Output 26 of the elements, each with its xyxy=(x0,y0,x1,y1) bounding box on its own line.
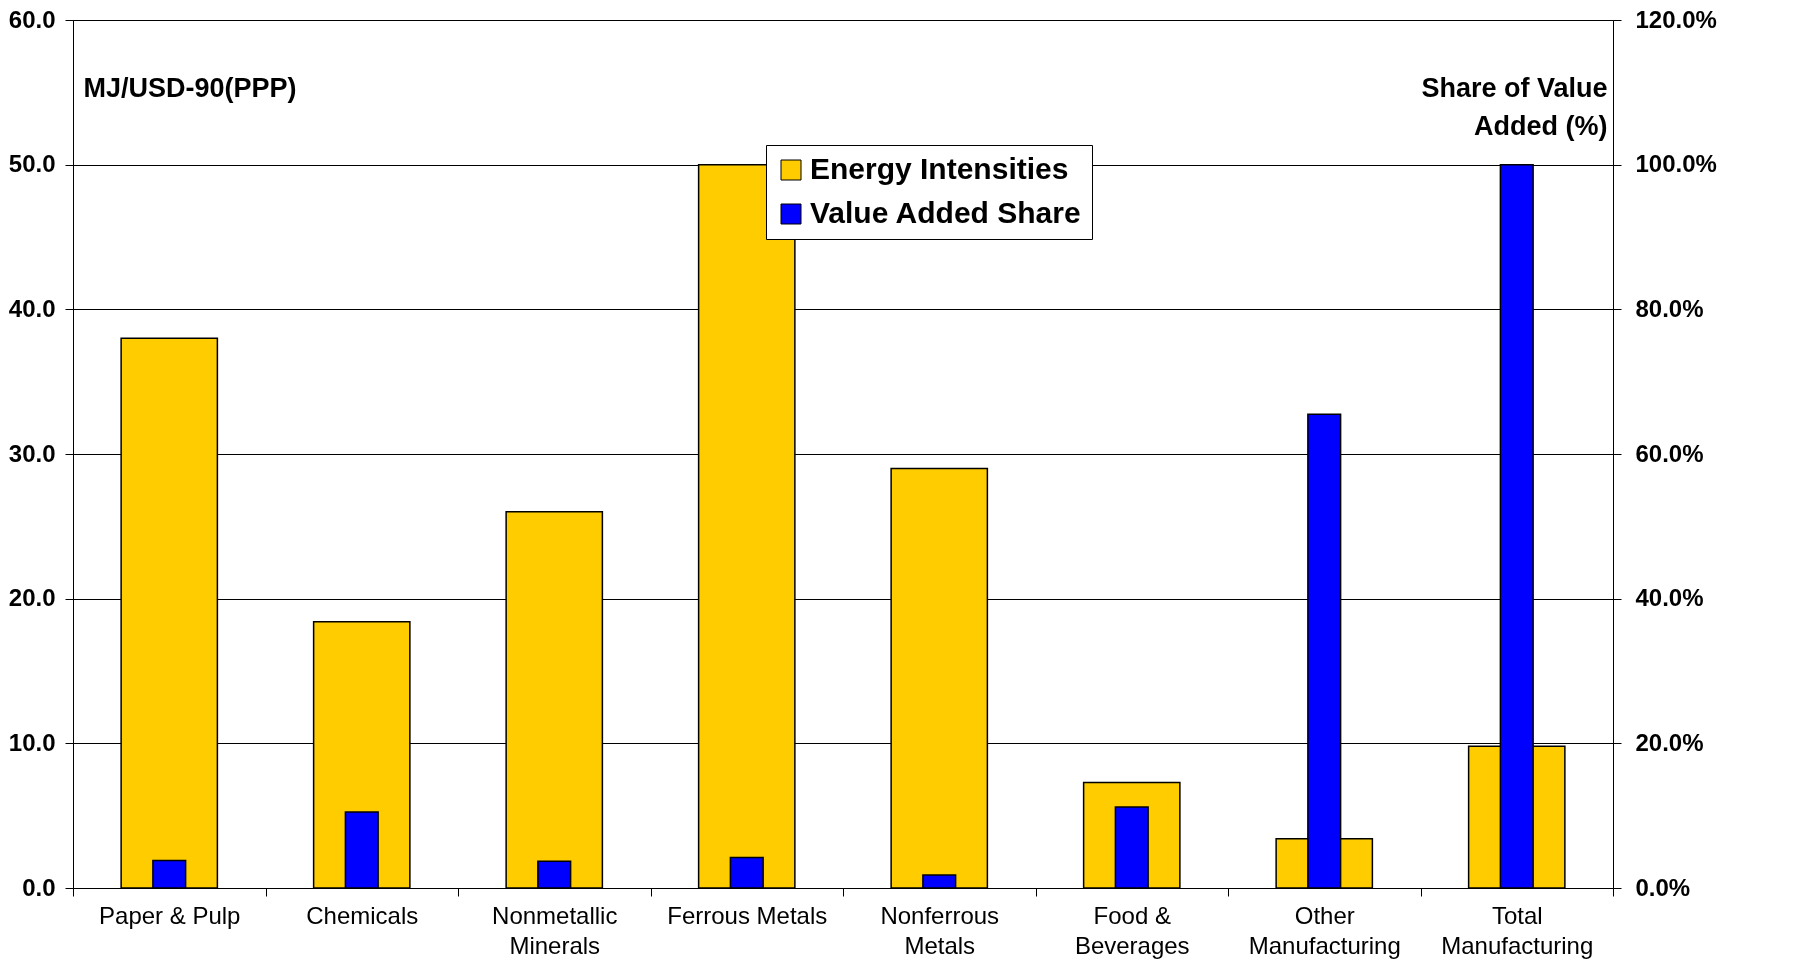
x-tick-label: Other Manufacturing xyxy=(1248,901,1401,959)
y-tick-label: 10.0 xyxy=(8,728,56,756)
x-tick-label: Nonmetallic Minerals xyxy=(492,901,618,959)
y2-tick-label: 80.0% xyxy=(1635,294,1704,322)
y-tick-label: 50.0 xyxy=(8,150,56,178)
y-tick-label: 20.0 xyxy=(8,584,56,612)
x-tick-label: Ferrous Metals xyxy=(667,901,828,929)
y2-tick-label: 20.0% xyxy=(1635,728,1704,756)
x-tick-label: Nonferrous Metals xyxy=(880,901,1000,959)
y2-tick-label: 100.0% xyxy=(1635,150,1717,178)
y2-axis-title: Share of Value Added (%) xyxy=(1421,72,1608,141)
y2-tick-label: 0.0% xyxy=(1635,873,1691,901)
y2-tick-label: 120.0% xyxy=(1635,5,1717,33)
y-tick-label: 30.0 xyxy=(8,439,56,467)
x-tick-label: Chemicals xyxy=(306,901,419,929)
y2-tick-label: 60.0% xyxy=(1635,439,1704,467)
y-tick-label: 60.0 xyxy=(8,5,56,33)
legend-label: Value Added Share xyxy=(810,196,1081,229)
y-tick-label: 40.0 xyxy=(8,294,56,322)
x-tick-label: Food & Beverages xyxy=(1074,901,1190,959)
y-tick-label: 0.0 xyxy=(22,873,56,901)
x-tick-label: Paper & Pulp xyxy=(99,901,241,929)
y-axis-title: MJ/USD-90(PPP) xyxy=(83,72,297,103)
x-tick-label: Total Manufacturing xyxy=(1441,901,1594,959)
legend-label: Energy Intensities xyxy=(810,152,1069,185)
y2-tick-label: 40.0% xyxy=(1635,584,1704,612)
